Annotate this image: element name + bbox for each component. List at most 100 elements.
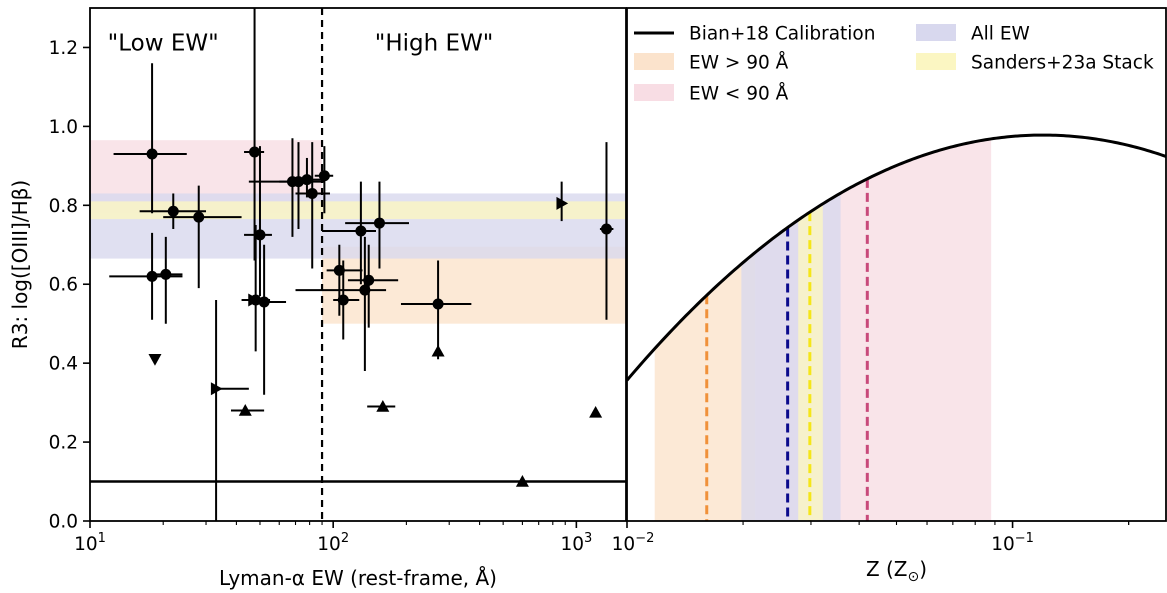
y-tick-label: 0.6 xyxy=(49,275,78,296)
limit-point xyxy=(230,404,265,416)
legend-entry-bian-18-calibration: Bian+18 Calibration xyxy=(634,24,875,45)
x-tick-label: 101 xyxy=(74,531,106,555)
annotation-high-ew: "High EW" xyxy=(375,30,494,56)
data-point xyxy=(599,142,614,320)
data-point xyxy=(244,8,265,261)
left-reference-lines xyxy=(90,8,626,521)
legend-label: EW < 90 Å xyxy=(689,83,789,105)
left-axes: 0.0 0.2 0.4 0.6 0.8 1.0 1.2 101 102 103 xyxy=(49,7,627,555)
data-point xyxy=(400,260,472,360)
triangle-right-marker xyxy=(556,196,569,210)
data-point xyxy=(326,244,363,316)
data-point xyxy=(314,146,334,214)
legend: Bian+18 Calibration All EW EW > 90 Å Sander… xyxy=(634,24,1154,105)
point-marker xyxy=(359,284,371,296)
series-line-bian18-calibration xyxy=(625,133,1167,382)
data-point xyxy=(163,185,242,289)
legend-swatch xyxy=(634,53,674,70)
data-point xyxy=(345,181,409,269)
right-vertical-lines xyxy=(705,178,869,521)
left-panel: "Low EW" "High EW" 0.0 0.2 0.4 0.6 0.8 1.0 1.2… xyxy=(8,7,627,590)
point-marker xyxy=(373,217,385,229)
point-marker xyxy=(600,223,612,235)
point-marker xyxy=(146,148,158,160)
legend-label: EW > 90 Å xyxy=(689,52,789,74)
legend-entry-sanders-23a-stack: Sanders+23a Stack xyxy=(916,53,1154,74)
band-ew-90 xyxy=(322,246,626,324)
triangle-up-marker xyxy=(376,400,390,412)
legend-swatch xyxy=(916,24,956,41)
right-axes: 10−2 10−1 xyxy=(612,7,1167,555)
left-bands xyxy=(90,140,626,324)
triangle-up-marker xyxy=(515,475,529,487)
legend-label: Bian+18 Calibration xyxy=(689,24,875,45)
triangle-down-marker xyxy=(148,354,162,366)
data-point xyxy=(322,181,377,285)
y-tick-label: 0.8 xyxy=(49,196,78,217)
point-marker xyxy=(337,294,349,306)
data-point xyxy=(289,157,325,198)
right-panel: 10−2 10−1 Bian+18 Calibration All EW EW > 9… xyxy=(612,7,1167,585)
limit-point xyxy=(515,475,529,487)
limit-point xyxy=(367,400,396,412)
legend-entry-ew-90: EW < 90 Å xyxy=(634,83,789,105)
point-marker xyxy=(333,264,345,276)
x-tick-label: 10−1 xyxy=(991,531,1034,555)
band-sanders-23a-stack xyxy=(90,201,626,220)
data-point xyxy=(333,260,360,340)
point-marker xyxy=(432,298,444,310)
triangle-right-marker xyxy=(248,293,260,307)
band-sanders-23a-stack xyxy=(798,203,823,521)
point-marker xyxy=(363,274,375,286)
data-point xyxy=(248,244,287,395)
left-y-axis-label: R3: log([OIII]/Hβ) xyxy=(8,180,32,349)
data-point xyxy=(113,63,187,214)
point-marker xyxy=(258,296,270,308)
limit-point xyxy=(589,405,603,418)
left-x-axis-label: Lyman-α EW (rest-frame, Å) xyxy=(219,566,497,590)
y-tick-label: 1.0 xyxy=(49,117,78,138)
y-tick-label: 0.4 xyxy=(49,354,78,375)
point-marker xyxy=(254,229,266,241)
point-marker xyxy=(146,270,158,282)
legend-swatch xyxy=(916,53,956,70)
point-marker xyxy=(160,268,172,280)
y-tick-label: 0.2 xyxy=(49,433,78,454)
band-ew-90 xyxy=(654,252,756,521)
triangle-right-marker xyxy=(210,382,223,396)
point-marker xyxy=(249,146,261,158)
right-bands xyxy=(654,138,992,521)
legend-swatch xyxy=(634,84,674,101)
point-marker xyxy=(355,225,367,237)
legend-label: All EW xyxy=(971,24,1030,45)
y-tick-label: 0.0 xyxy=(49,512,78,533)
x-tick-label: 10−2 xyxy=(612,531,655,555)
point-marker xyxy=(301,174,313,186)
left-data-points xyxy=(109,8,614,521)
point-marker xyxy=(193,211,205,223)
point-marker xyxy=(318,170,330,182)
limit-point xyxy=(248,293,260,307)
x-tick-label: 103 xyxy=(560,531,592,555)
legend-entry-ew-90: EW > 90 Å xyxy=(634,52,789,74)
limit-point xyxy=(431,344,445,357)
x-tick-label: 102 xyxy=(317,531,349,555)
annotation-low-ew: "Low EW" xyxy=(108,30,219,56)
point-marker xyxy=(167,205,179,217)
legend-label: Sanders+23a Stack xyxy=(971,53,1154,74)
data-point xyxy=(244,146,272,297)
point-marker xyxy=(306,187,318,199)
data-point xyxy=(139,193,207,229)
triangle-up-marker xyxy=(431,344,445,357)
triangle-up-marker xyxy=(589,405,603,418)
right-x-axis-label: Z (Z⊙) xyxy=(866,557,927,585)
left-plot-frame xyxy=(89,7,627,522)
limit-point xyxy=(556,181,569,222)
legend-entry-all-ew: All EW xyxy=(916,24,1030,45)
limit-point xyxy=(148,354,162,366)
y-tick-label: 1.2 xyxy=(49,38,78,59)
band-all-ew xyxy=(741,193,841,521)
data-point xyxy=(295,236,387,372)
limit-point xyxy=(210,300,249,521)
triangle-up-marker xyxy=(238,404,252,416)
